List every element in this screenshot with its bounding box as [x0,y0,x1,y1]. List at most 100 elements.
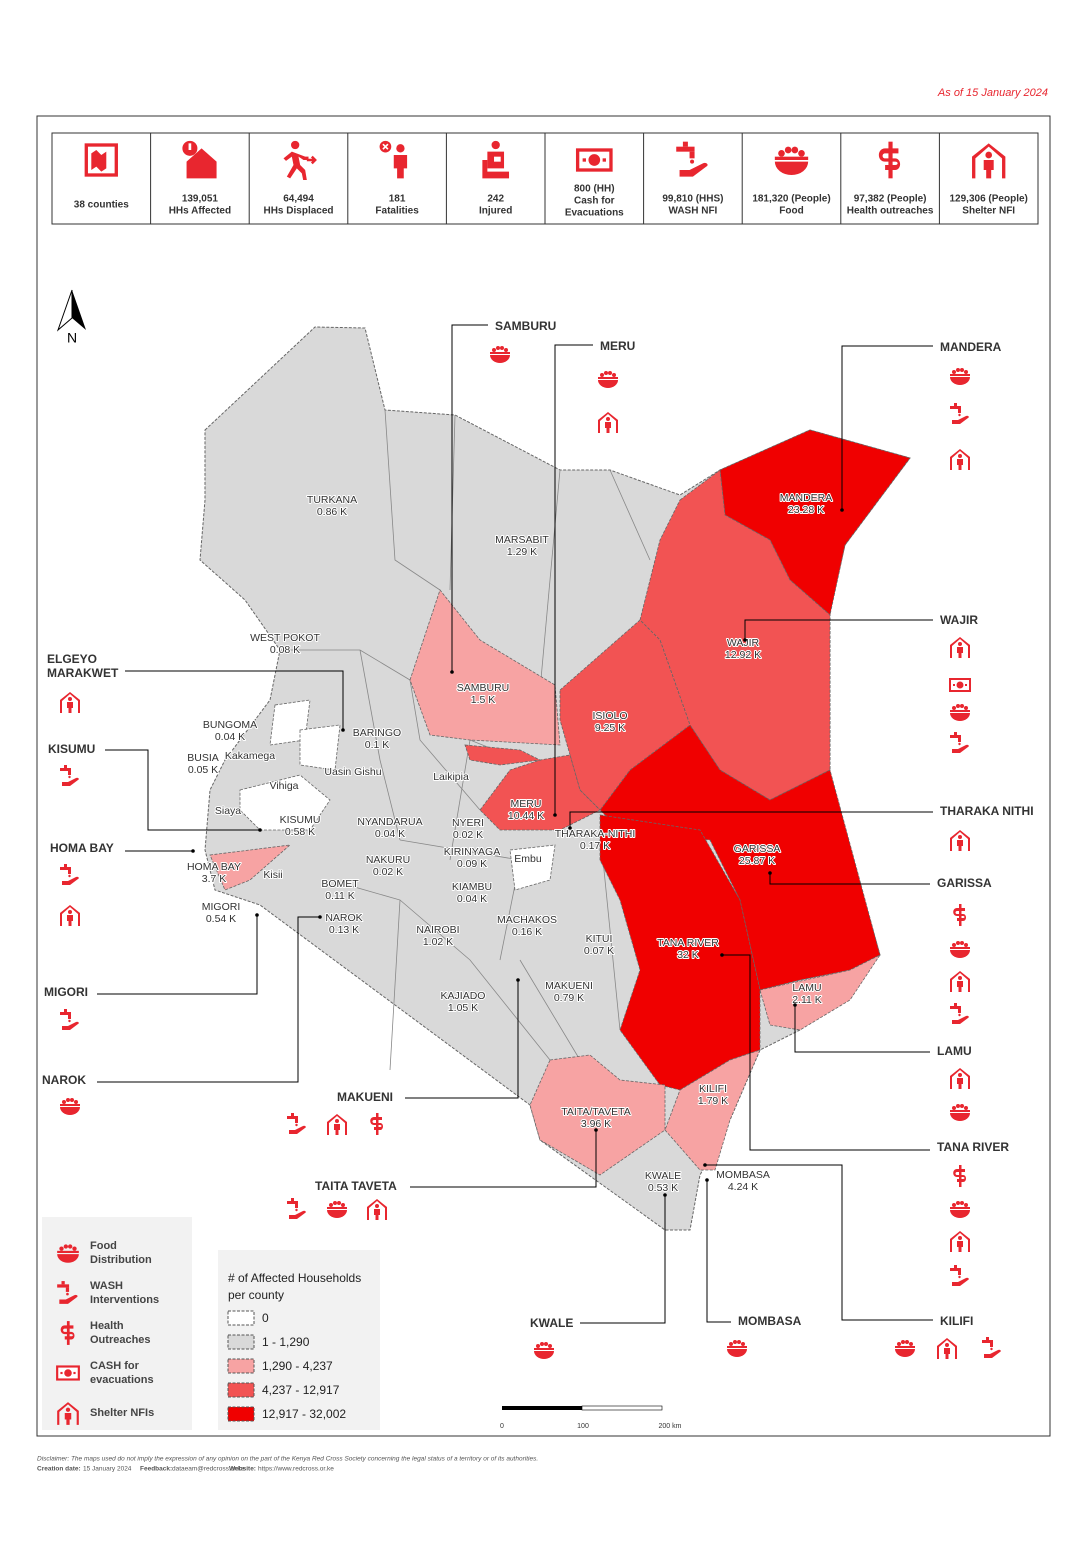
callout-line [97,915,258,995]
icon-food [60,1098,80,1115]
county-name: WAJIR [727,637,760,649]
scale-bar [502,1405,663,1411]
icon-map [84,143,118,177]
callout-line [125,670,344,730]
county-name: Uasin Gishu [324,766,381,778]
county-name: BUNGOMA [203,719,257,731]
county-name: TURKANA [307,494,357,506]
county-shape [529,1054,666,1176]
callout-dot [255,913,259,917]
county-value: 12.92 K [725,649,761,661]
icon-wash [287,1113,306,1134]
stat-text: 64,494 [283,194,314,205]
callout-dot [516,978,520,982]
county-value: 0.13 K [329,924,359,936]
stat-text: 800 (HH) [574,184,615,195]
callout-label: MARAKWET [47,666,119,680]
icon-run [282,140,317,180]
county-value: 10.44 K [508,810,544,822]
callout-dot [743,638,747,642]
icon-food [950,1201,970,1218]
icon-shelter [60,905,80,926]
callout-dot [768,871,772,875]
county-name: Embu [514,853,542,865]
legend-swatch [227,1358,255,1374]
legend-swatch [227,1310,255,1326]
county-value: 0.11 K [325,890,355,902]
footer-website-label: Website: [229,1466,256,1473]
county-value: 0.79 K [554,992,584,1004]
county-name: Vihiga [270,780,299,792]
county-value: 0.02 K [453,829,483,841]
county-value: 23.28 K [788,504,824,516]
county-name: WEST POKOT [250,632,320,644]
icon-health [953,1165,966,1187]
icon-shelter [950,1231,970,1252]
stat-text: HHs Affected [169,206,231,217]
icon-shelter [950,971,970,992]
icon-cash [949,678,971,692]
callout-label: ELGEYO [47,652,97,666]
icon-wash [950,403,969,424]
callout-label: NAROK [42,1073,86,1087]
county-shape [664,1049,761,1171]
icon-food [774,146,809,175]
callout-dot [341,728,345,732]
county-name: NYERI [452,817,484,829]
date: As of 15 January 2024 [937,87,1048,99]
county-name: KWALE [645,1170,681,1182]
icon-legend-text: Outreaches [90,1334,151,1346]
callout-dot [450,670,454,674]
icon-shelter [327,1114,347,1135]
county-name: ISIOLO [592,710,627,722]
icon-legend-text: Distribution [90,1254,152,1266]
callout-line [410,1130,597,1188]
callout-label: HOMA BAY [50,841,114,855]
county-name: THARAKA-NITHI [555,828,636,840]
callout-line [569,811,933,828]
callout-dot [705,1178,709,1182]
stat-text: Fatalities [375,206,419,217]
icon-wash [287,1198,306,1219]
county-name: NYANDARUA [357,816,422,828]
county-name: MOMBASA [716,1169,770,1181]
county-shape [299,724,341,771]
county-name: Kisii [263,869,282,881]
icon-food [727,1340,747,1357]
stat-text: Injured [479,206,512,217]
callout-dot [568,826,572,830]
icon-food [950,941,970,958]
legend-class: 4,237 - 12,917 [262,1383,340,1397]
county-name: MIGORI [202,901,241,913]
county-value: 0.16 K [512,926,542,938]
legend-title: # of Affected Households [228,1271,361,1285]
county-shape [409,589,561,746]
county-value: 9.25 K [595,722,625,734]
county-value: 0.54 K [206,913,236,925]
icon-food [490,346,510,363]
county-name: SAMBURU [457,682,510,694]
county-shape [759,953,882,1031]
stat-text: Shelter NFI [962,206,1015,217]
icon-alert [182,140,217,179]
icon-legend-text: WASH [90,1280,123,1292]
callout-line [722,954,930,1151]
legend-swatch [227,1334,255,1350]
callout-dot [318,915,322,919]
icon-health [953,904,966,926]
county-value: 1.05 K [448,1002,478,1014]
county-name: KITUI [586,933,613,945]
stat-text: 129,306 (People) [950,194,1028,205]
callout-line [105,749,260,831]
county-name: MAKUENI [545,980,593,992]
county-value: 0.58 K [285,826,315,838]
county-name: KISUMU [280,814,321,826]
county-name: Laikipia [433,771,469,783]
stat-text: 139,051 [182,194,219,205]
county-name: GARISSA [734,843,781,855]
icon-wash [982,1337,1001,1358]
stat-text: 181 [389,194,406,205]
icon-wash [60,765,79,786]
callout-label: KWALE [530,1316,573,1330]
county-name: BOMET [321,878,359,890]
